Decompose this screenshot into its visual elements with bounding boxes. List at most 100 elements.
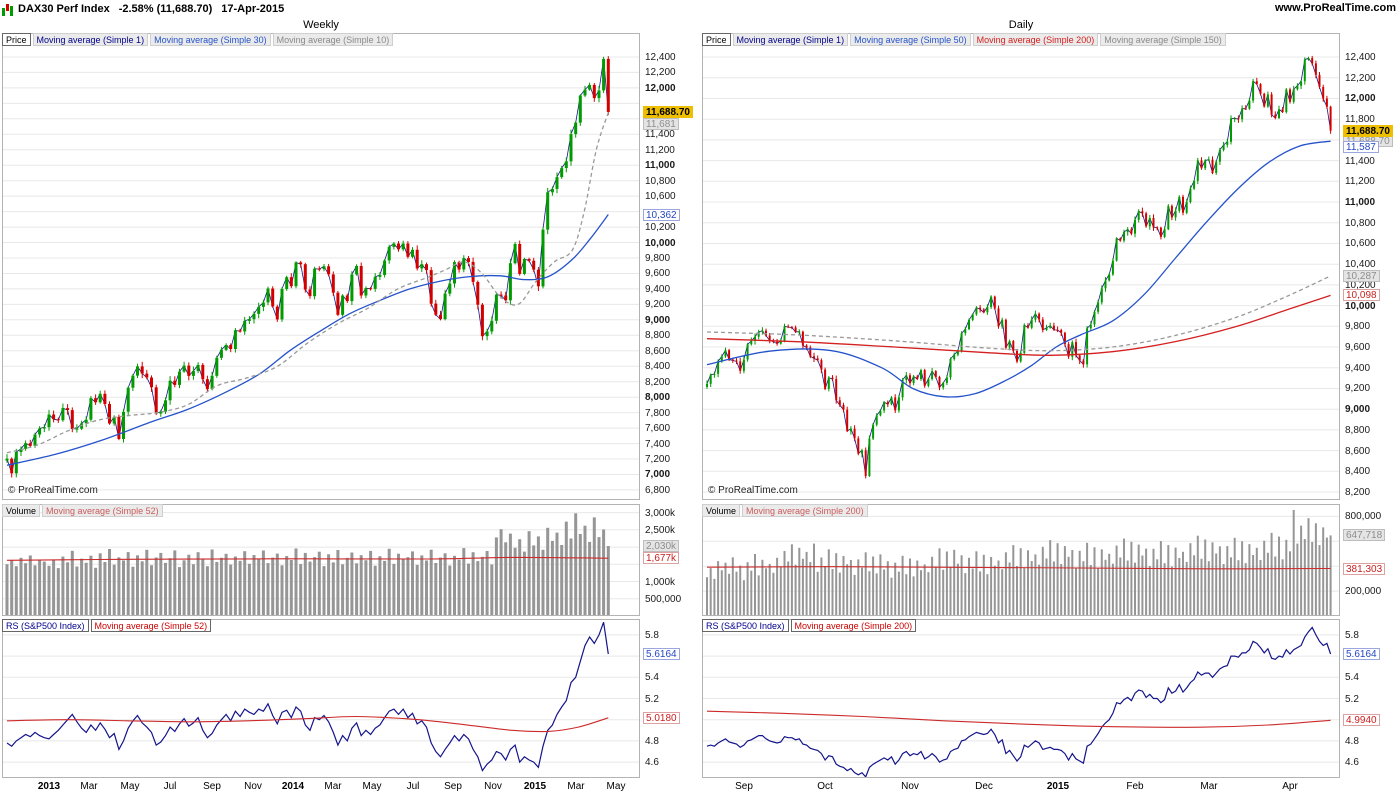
site-watermark: www.ProRealTime.com <box>1274 2 1396 14</box>
volume-ma-line <box>706 566 1331 570</box>
y-axis-tick: 200,000 <box>1345 586 1382 597</box>
legend-item[interactable]: Moving average (Simple 30) <box>150 33 271 46</box>
legend-item[interactable]: RS (S&P500 Index) <box>2 619 89 632</box>
y-axis-tick: 8,800 <box>645 330 671 341</box>
legend-item[interactable]: Moving average (Simple 10) <box>272 33 394 46</box>
y-axis-tick: 11,200 <box>1345 176 1375 187</box>
indicator-value-badge: 647,718 <box>1343 529 1386 541</box>
indicator-value-badge: 10,362 <box>643 209 680 221</box>
x-axis-label: Apr <box>1282 781 1298 792</box>
y-axis-tick: 4.8 <box>645 736 659 747</box>
daily-rs-chart[interactable] <box>702 619 1340 778</box>
legend-item[interactable]: Volume <box>702 504 741 517</box>
header-title-group: DAX30 Perf Index -2.58% (11,688.70) 17-Apr… <box>18 3 293 15</box>
y-axis-tick: 11,000 <box>645 160 676 171</box>
y-axis-tick: 2,500k <box>645 525 676 536</box>
y-axis-tick: 9,000 <box>645 315 671 326</box>
legend-item[interactable]: Moving average (Simple 52) <box>42 504 163 517</box>
indicator-value-badge: 10,287 <box>1343 270 1380 282</box>
daily-panel: Daily 8,200 8,400 8,600 8,800 9,000 9,200 9,40… <box>700 0 1400 800</box>
indicator-value-badge: 5.6164 <box>1343 648 1380 660</box>
x-axis-label: May <box>362 781 382 792</box>
y-axis-tick: 10,400 <box>1345 259 1376 270</box>
legend-item[interactable]: Moving average (Simple 200) <box>742 504 868 517</box>
y-axis-tick: 8,400 <box>645 361 671 372</box>
y-axis-tick: 12,400 <box>1345 52 1376 63</box>
weekly-rs-chart[interactable] <box>2 619 640 778</box>
indicator-value-badge: 11,681 <box>643 118 679 130</box>
last-price-badge: 11,688.70 <box>1343 125 1393 137</box>
weekly-volume-chart[interactable] <box>2 504 640 616</box>
legend-item[interactable]: Price <box>702 33 731 46</box>
y-axis-tick: 10,200 <box>1345 280 1376 291</box>
x-axis-label: Mar <box>80 781 98 792</box>
weekly-price-chart[interactable] <box>2 33 640 500</box>
x-axis-label: Sep <box>444 781 462 792</box>
y-axis-tick: 12,000 <box>1345 93 1376 104</box>
y-axis-tick: 5.2 <box>645 694 659 705</box>
x-axis-label: 2013 <box>37 781 61 792</box>
ma-line <box>706 275 1331 352</box>
y-axis-tick: 10,200 <box>645 222 676 233</box>
daily-volume-chart[interactable] <box>702 504 1340 616</box>
indicator-value-badge: 5.0180 <box>643 712 680 724</box>
y-axis-tick: 12,200 <box>1345 73 1376 84</box>
legend-item[interactable]: Moving average (Simple 52) <box>90 619 212 632</box>
y-axis-tick: 7,400 <box>645 439 671 450</box>
y-axis-tick: 5.8 <box>645 630 659 641</box>
x-axis-label: Mar <box>324 781 342 792</box>
header-bar: DAX30 Perf Index -2.58% (11,688.70) 17-Apr… <box>0 0 1400 17</box>
y-axis-tick: 9,200 <box>1345 383 1371 394</box>
y-axis-tick: 9,400 <box>1345 363 1371 374</box>
y-axis-tick: 11,400 <box>1345 156 1375 167</box>
legend-item[interactable]: Volume <box>2 504 41 517</box>
x-axis-label: Nov <box>244 781 262 792</box>
legend-item[interactable]: Moving average (Simple 200) <box>972 33 1099 46</box>
rs-legend: RS (S&P500 Index) Moving average (Simple … <box>702 619 917 632</box>
indicator-value-badge: 4.9940 <box>1343 714 1380 726</box>
ma-line <box>6 112 609 454</box>
candles <box>706 55 1332 479</box>
x-axis-label: May <box>606 781 626 792</box>
indicator-value-badge: 2,030k <box>643 540 680 552</box>
legend-item[interactable]: Moving average (Simple 150) <box>1100 33 1226 46</box>
legend-item[interactable]: Moving average (Simple 50) <box>850 33 971 46</box>
y-axis-tick: 8,000 <box>645 392 671 403</box>
ma-line <box>706 294 1331 356</box>
rs-line <box>706 626 1332 778</box>
y-axis-tick: 8,200 <box>1345 487 1371 498</box>
y-axis-tick: 11,800 <box>1345 114 1375 125</box>
x-axis-label: Mar <box>567 781 585 792</box>
volume-legend: Volume Moving average (Simple 200) <box>702 504 868 517</box>
y-axis-tick: 9,600 <box>645 268 671 279</box>
legend-item[interactable]: Moving average (Simple 200) <box>790 619 917 632</box>
volume-bars <box>706 510 1332 615</box>
copyright-watermark: © ProRealTime.com <box>8 485 98 496</box>
daily-price-chart[interactable] <box>702 33 1340 500</box>
y-axis-tick: 9,200 <box>645 299 671 310</box>
y-axis-tick: 10,800 <box>1345 218 1376 229</box>
indicator-value-badge: 11,587 <box>1343 141 1379 153</box>
y-axis-tick: 11,200 <box>645 145 675 156</box>
y-axis-tick: 11,000 <box>1345 197 1376 208</box>
y-axis-tick: 10,000 <box>645 238 676 249</box>
volume-bars <box>5 513 610 615</box>
y-axis-tick: 3,000k <box>645 508 676 519</box>
y-axis-tick: 7,000 <box>645 469 671 480</box>
x-axis-label: Jul <box>406 781 420 792</box>
y-axis-tick: 11,400 <box>645 129 675 140</box>
y-axis-tick: 8,200 <box>645 377 671 388</box>
legend-item[interactable]: RS (S&P500 Index) <box>702 619 789 632</box>
y-axis-tick: 9,000 <box>1345 404 1371 415</box>
x-axis-label: 2015 <box>1046 781 1070 792</box>
x-axis-label: Feb <box>1126 781 1144 792</box>
weekly-panel-title: Weekly <box>303 19 339 31</box>
legend-item[interactable]: Price <box>2 33 31 46</box>
change-value: -2.58% (11,688.70) <box>118 2 213 15</box>
close-line <box>6 58 609 475</box>
legend-item[interactable]: Moving average (Simple 1) <box>32 33 149 46</box>
legend-item[interactable]: Moving average (Simple 1) <box>732 33 849 46</box>
chart-app-icon <box>2 3 15 16</box>
indicator-value-badge: 10,098 <box>1343 289 1380 301</box>
x-axis-label: Jul <box>163 781 177 792</box>
